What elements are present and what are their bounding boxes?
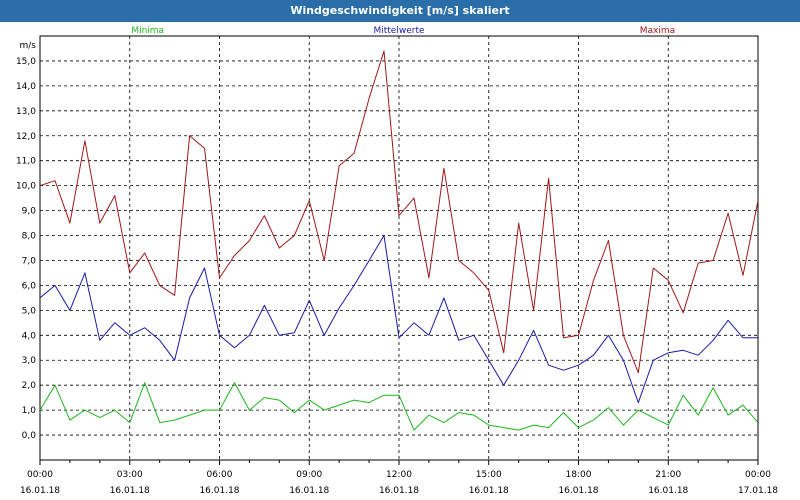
x-tick-date-label: 16.01.18: [469, 486, 509, 496]
y-tick-label: 13,0: [16, 107, 36, 117]
x-tick-time-label: 18:00: [566, 470, 592, 480]
x-tick-time-label: 03:00: [117, 470, 143, 480]
series-line-maxima: [39, 50, 759, 374]
y-axis-label: m/s: [20, 41, 37, 51]
legend-entry-mittelwerte: Mittelwerte: [373, 26, 424, 36]
y-tick-label: 7,0: [22, 256, 37, 266]
y-tick-label: 8,0: [22, 232, 37, 242]
y-tick-label: 14,0: [16, 82, 36, 92]
y-tick-label: 10,0: [16, 182, 36, 192]
window-title: Windgeschwindigkeit [m/s] skaliert: [0, 0, 800, 22]
y-tick-label: 6,0: [22, 281, 37, 291]
y-tick-label: 1,0: [22, 406, 37, 416]
wind-speed-chart: 0,0 1,0 2,0 3,0 4,0 5,0 6,0 7,0 8,0 9,0 10,0 11,0 12…: [16, 26, 778, 496]
x-tick-date-label: 16.01.18: [110, 486, 150, 496]
x-tick-time-label: 00:00: [745, 470, 771, 480]
y-tick-label: 12,0: [16, 132, 36, 142]
legend-entry-minima: Minima: [131, 26, 164, 36]
x-tick-time-label: 21:00: [655, 470, 681, 480]
x-tick-date-label: 16.01.18: [289, 486, 329, 496]
legend-entry-maxima: Maxima: [640, 26, 675, 36]
y-tick-label: 3,0: [22, 356, 37, 366]
y-tick-label: 9,0: [22, 207, 37, 217]
x-tick-date-label: 16.01.18: [379, 486, 419, 496]
x-tick-date-label: 16.01.18: [558, 486, 598, 496]
x-tick-date-label: 16.01.18: [199, 486, 239, 496]
x-tick-time-label: 00:00: [27, 470, 53, 480]
x-tick-time-label: 12:00: [386, 470, 412, 480]
y-tick-label: 15,0: [16, 57, 36, 67]
x-tick-time-label: 06:00: [207, 470, 233, 480]
y-tick-label: 5,0: [22, 306, 37, 316]
y-tick-label: 4,0: [22, 331, 37, 341]
x-tick-time-label: 09:00: [296, 470, 322, 480]
x-tick-date-label: 16.01.18: [20, 486, 60, 496]
series-line-mittelwerte: [39, 235, 758, 404]
y-tick-label: 2,0: [22, 381, 37, 391]
x-tick-date-label: 17.01.18: [738, 486, 778, 496]
series-line-minima: [39, 382, 759, 431]
x-tick-date-label: 16.01.18: [648, 486, 688, 496]
y-tick-label: 11,0: [16, 157, 36, 167]
y-tick-label: 0,0: [22, 431, 37, 441]
x-tick-time-label: 15:00: [476, 470, 502, 480]
